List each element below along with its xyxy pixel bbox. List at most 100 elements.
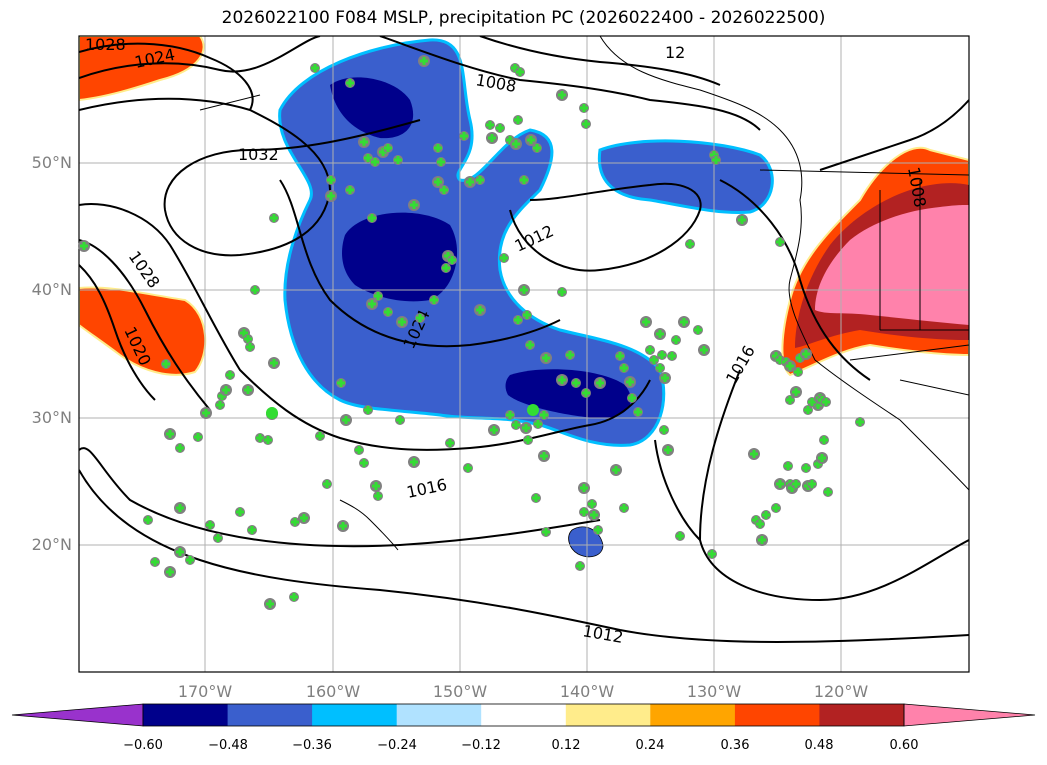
station-marker-plus xyxy=(410,201,418,209)
colorbar-extend-min xyxy=(11,703,144,727)
station-marker-plus xyxy=(339,522,347,530)
station-marker-plus xyxy=(214,534,222,542)
station-marker-plus xyxy=(437,158,445,166)
station-marker-plus xyxy=(540,411,548,419)
station-marker-plus xyxy=(527,136,535,144)
station-marker-plus xyxy=(818,454,826,462)
station-marker-plus xyxy=(194,433,202,441)
station-marker-plus xyxy=(368,214,376,222)
station-marker-plus xyxy=(446,439,454,447)
station-marker-plus xyxy=(856,418,864,426)
station-marker-plus xyxy=(646,346,654,354)
station-marker-plus xyxy=(582,389,590,397)
station-marker-plus xyxy=(522,424,530,432)
lat-label-40n: 40°N xyxy=(31,280,72,299)
station-marker-dot xyxy=(527,404,539,416)
station-marker-plus xyxy=(256,434,264,442)
colorbar-tick-label: 0.48 xyxy=(804,738,834,753)
station-marker-plus xyxy=(661,374,669,382)
colorbar xyxy=(11,703,1036,727)
station-marker-plus xyxy=(708,550,716,558)
lon-label-120w: 120°W xyxy=(813,682,869,701)
station-marker-plus xyxy=(440,186,448,194)
station-marker-plus xyxy=(434,178,442,186)
station-marker-plus xyxy=(533,144,541,152)
neg-anomaly-small xyxy=(568,526,604,558)
station-marker-plus xyxy=(384,308,392,316)
station-marker-plus xyxy=(346,186,354,194)
station-marker-plus xyxy=(512,140,520,148)
colorbar-cell xyxy=(650,704,736,726)
station-marker-plus xyxy=(580,508,588,516)
station-marker-plus xyxy=(532,494,540,502)
station-marker-plus xyxy=(430,296,438,304)
station-marker-plus xyxy=(496,124,504,132)
station-marker-plus xyxy=(700,346,708,354)
colorbar-extend-max xyxy=(903,703,1036,727)
station-marker-plus xyxy=(144,516,152,524)
station-marker-plus xyxy=(776,238,784,246)
station-marker-plus xyxy=(337,379,345,387)
station-marker-plus xyxy=(500,254,508,262)
colorbar-cell xyxy=(565,704,651,726)
station-marker-plus xyxy=(300,514,308,522)
station-marker-plus xyxy=(264,436,272,444)
station-marker-plus xyxy=(226,371,234,379)
station-marker-plus xyxy=(542,528,550,536)
station-marker-plus xyxy=(576,562,584,570)
isobar-label: 12 xyxy=(665,43,685,62)
station-marker-plus xyxy=(202,409,210,417)
station-marker-plus xyxy=(776,480,784,488)
station-marker-plus xyxy=(410,458,418,466)
station-marker-plus xyxy=(612,466,620,474)
station-marker-plus xyxy=(540,452,548,460)
station-marker-plus xyxy=(290,593,298,601)
station-marker-plus xyxy=(566,351,574,359)
station-marker-plus xyxy=(594,526,602,534)
colorbar-tick-label: −0.24 xyxy=(377,738,417,753)
station-marker-plus xyxy=(680,318,688,326)
station-marker-plus xyxy=(466,178,474,186)
neg-anomaly-region-main xyxy=(278,38,666,447)
station-marker-plus xyxy=(772,504,780,512)
lon-label-140w: 140°W xyxy=(559,682,615,701)
colorbar-tick-label: 0.36 xyxy=(720,738,750,753)
station-marker-plus xyxy=(526,341,534,349)
colorbar-tick-label: −0.36 xyxy=(292,738,332,753)
isobar-label: 1028 xyxy=(85,35,126,54)
station-marker-plus xyxy=(664,446,672,454)
station-marker-plus xyxy=(524,436,532,444)
station-marker-plus xyxy=(240,329,248,337)
station-marker-plus xyxy=(820,436,828,444)
pos-anomaly-northwest xyxy=(79,36,205,102)
station-marker-plus xyxy=(808,398,816,406)
station-marker-plus xyxy=(448,256,456,264)
station-marker-plus xyxy=(520,286,528,294)
colorbar-cell xyxy=(396,704,482,726)
lon-label-160w: 160°W xyxy=(305,682,361,701)
station-marker-plus xyxy=(244,386,252,394)
station-marker-plus xyxy=(360,138,368,146)
station-marker-plus xyxy=(166,430,174,438)
station-marker-plus xyxy=(355,446,363,454)
lat-label-20n: 20°N xyxy=(31,535,72,554)
station-marker-plus xyxy=(396,416,404,424)
station-marker-plus xyxy=(270,359,278,367)
station-marker-plus xyxy=(786,396,794,404)
station-marker-plus xyxy=(523,311,531,319)
station-marker-plus xyxy=(327,192,335,200)
station-marker-plus xyxy=(476,176,484,184)
station-marker-plus xyxy=(658,351,666,359)
station-marker-plus xyxy=(371,158,379,166)
station-marker-plus xyxy=(750,450,758,458)
station-marker-plus xyxy=(442,264,450,272)
colorbar-tick-label: −0.12 xyxy=(461,738,501,753)
station-marker-plus xyxy=(558,91,566,99)
colorbar-tick-label: 0.60 xyxy=(889,738,919,753)
station-marker-plus xyxy=(580,104,588,112)
colorbar-tick-label: −0.48 xyxy=(208,738,248,753)
station-marker-plus xyxy=(514,316,522,324)
lat-label-50n: 50°N xyxy=(31,153,72,172)
station-marker-plus xyxy=(558,288,566,296)
station-marker-plus xyxy=(758,536,766,544)
